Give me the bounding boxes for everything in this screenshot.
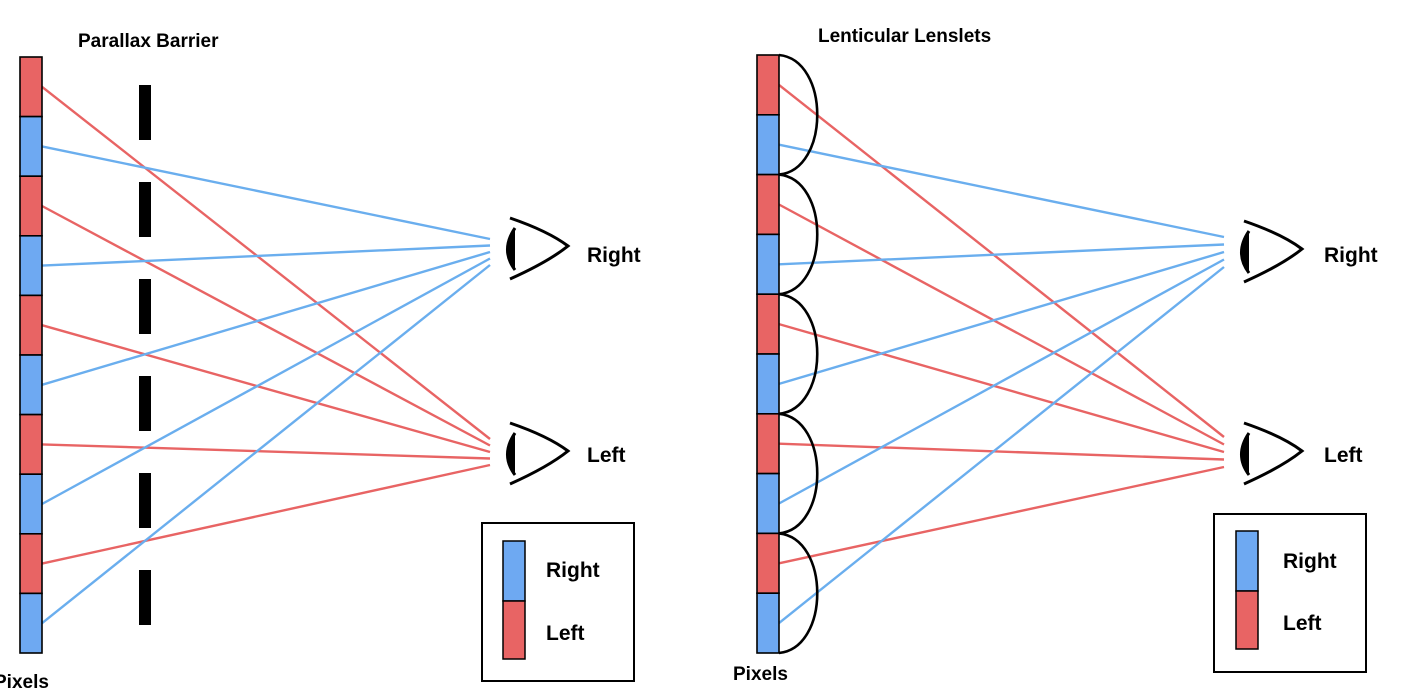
left-view-ray	[41, 324, 491, 454]
pixel-right	[756, 233, 780, 295]
pixel-left	[756, 54, 780, 116]
eye-icon-right	[506, 216, 571, 281]
legend-label-left: Left	[1283, 612, 1322, 635]
left-view-ray	[41, 204, 491, 447]
pixel-left	[756, 293, 780, 355]
left-view-ray	[41, 443, 491, 460]
right-view-ray	[41, 244, 491, 267]
barrier-slat	[139, 85, 151, 140]
barrier-slat	[139, 182, 151, 237]
right-view-ray	[41, 257, 491, 506]
legend-label-right: Right	[546, 559, 600, 582]
pixels-label: Pixels	[0, 672, 49, 690]
pixel-right	[19, 235, 43, 297]
legend-swatch-left	[502, 600, 526, 660]
left-view-ray	[778, 322, 1225, 454]
pixel-right	[756, 592, 780, 654]
pixel-left	[756, 173, 780, 236]
right-view-ray	[778, 243, 1225, 266]
right-view-ray	[41, 250, 491, 386]
pixel-right	[19, 473, 43, 535]
lenticular-lenslets-panel: Lenticular Lenslets Right Left Right Lef…	[733, 26, 1378, 685]
pixel-left	[19, 294, 43, 356]
pixel-right	[756, 353, 780, 415]
lenslet	[778, 532, 819, 655]
parallax-barrier-pixel-column	[19, 56, 43, 654]
barrier-slat	[139, 376, 151, 431]
lenticular-lenslet-column	[778, 53, 819, 655]
left-view-ray	[778, 465, 1225, 565]
eye-icon-right	[1240, 219, 1305, 284]
lenslet	[778, 292, 819, 416]
left-view-ray	[778, 83, 1225, 438]
pixel-right	[19, 115, 43, 177]
barrier-slat	[139, 473, 151, 528]
legend-box: Right Left	[1213, 513, 1367, 673]
barrier-slat	[139, 570, 151, 625]
left-view-ray	[41, 85, 491, 440]
lenslet	[778, 53, 819, 176]
legend-swatch-left	[1235, 590, 1259, 650]
legend-swatch-right	[1235, 530, 1259, 592]
left-view-ray	[41, 463, 491, 565]
left-view-ray	[778, 442, 1225, 461]
pixel-left	[19, 175, 43, 237]
legend-label-left: Left	[546, 622, 585, 645]
eye-left-label: Left	[1324, 444, 1363, 467]
pixel-left	[19, 532, 43, 595]
eye-icon-left	[506, 421, 571, 486]
legend-box: Right Left	[481, 522, 635, 682]
parallax-barrier	[139, 85, 151, 625]
right-view-ray	[778, 143, 1225, 239]
pixel-right	[19, 354, 43, 416]
lenticular-lenslets-title: Lenticular Lenslets	[818, 26, 991, 47]
lenticular-pixel-column	[756, 54, 780, 654]
lenslet	[778, 412, 819, 535]
eye-right-label: Right	[587, 244, 641, 267]
pixels-label: Pixels	[733, 664, 788, 685]
right-view-ray	[41, 145, 491, 241]
right-view-ray	[41, 264, 491, 625]
parallax-barrier-title: Parallax Barrier	[78, 31, 219, 52]
lenslet	[778, 173, 819, 296]
barrier-slat	[139, 279, 151, 334]
lenticular-rays	[778, 83, 1225, 625]
pixel-left	[756, 412, 780, 475]
parallax-barrier-panel: Parallax Barrier Right Left Right Left P…	[0, 31, 641, 693]
eye-right-label: Right	[1324, 244, 1378, 267]
right-view-ray	[778, 266, 1225, 625]
pixel-right	[19, 592, 43, 654]
parallax-barrier-rays	[41, 85, 491, 625]
right-view-ray	[778, 258, 1225, 505]
pixel-left	[19, 413, 43, 476]
eye-icon-left	[1240, 421, 1305, 486]
pixel-right	[756, 114, 780, 176]
pixel-left	[19, 56, 43, 118]
legend-label-right: Right	[1283, 550, 1337, 573]
eye-left-label: Left	[587, 444, 626, 467]
right-view-ray	[778, 250, 1225, 386]
pixel-left	[756, 532, 780, 595]
legend-swatch-right	[502, 540, 526, 602]
left-view-ray	[778, 203, 1225, 446]
pixel-right	[756, 472, 780, 535]
